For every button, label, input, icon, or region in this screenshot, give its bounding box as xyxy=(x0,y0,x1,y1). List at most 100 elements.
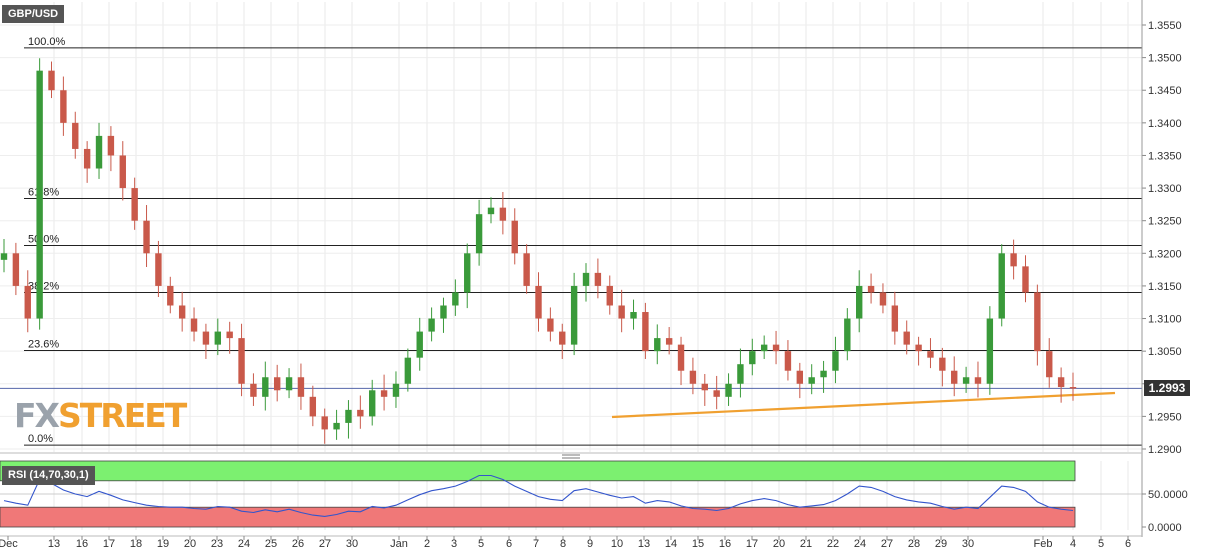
candle-body xyxy=(12,253,20,286)
x-tick-label: 22 xyxy=(827,538,839,550)
candle-body xyxy=(143,220,150,254)
candle-body xyxy=(962,377,970,384)
x-tick-label: Jan xyxy=(390,538,408,550)
candle-body xyxy=(927,351,934,358)
candle-body xyxy=(784,351,792,371)
candles-layer xyxy=(0,58,1077,444)
candle-body xyxy=(119,155,126,189)
x-tick-label: 13 xyxy=(638,538,650,550)
logo-part-fx: FX xyxy=(14,396,60,435)
candle-body xyxy=(582,272,590,286)
candle-body xyxy=(820,370,827,378)
candle-body xyxy=(677,344,685,371)
candle-body xyxy=(903,331,910,345)
x-tick-label: 26 xyxy=(292,538,304,550)
y-tick-label: 1.3300 xyxy=(1148,183,1182,195)
logo-part-street: STREET xyxy=(58,396,187,435)
candle-body xyxy=(1022,266,1029,293)
x-tick-label: 30 xyxy=(962,538,974,550)
candle-body xyxy=(416,331,423,358)
candle-body xyxy=(749,351,756,365)
fib-level-label: 100.0% xyxy=(28,36,66,48)
candle-body xyxy=(309,396,317,417)
candle-body xyxy=(511,220,518,254)
x-tick-label: 13 xyxy=(48,538,60,550)
candle-body xyxy=(357,409,364,417)
candle-body xyxy=(404,357,412,384)
trendline-layer xyxy=(611,391,1116,419)
y-tick-label: 1.2900 xyxy=(1148,444,1182,456)
fib-level-label: 50.0% xyxy=(28,233,59,245)
rsi-y-tick-label: 0.0000 xyxy=(1148,522,1182,534)
candle-body xyxy=(1034,292,1041,352)
x-tick-label: 3 xyxy=(451,538,457,550)
candle-body xyxy=(737,364,744,384)
candle-body xyxy=(155,253,162,286)
x-tick-label: 16 xyxy=(76,538,88,550)
x-tick-label: 17 xyxy=(103,538,115,550)
candle-body xyxy=(570,285,578,345)
candle-body xyxy=(428,318,435,332)
candle-body xyxy=(559,331,566,345)
candle-body xyxy=(725,383,732,397)
y-tick-label: 1.2950 xyxy=(1148,411,1182,423)
axis-layer: 1.3550 1.3500 1.3450 1.3400 1.3350 1.3300 1.32… xyxy=(0,0,1188,550)
candle-body xyxy=(250,383,257,397)
x-tick-label: 27 xyxy=(319,538,331,550)
fib-level-label: 0.0% xyxy=(28,433,53,445)
candle-body xyxy=(772,344,780,352)
y-tick-label: 1.3050 xyxy=(1148,346,1182,358)
fib-level-label: 61.8% xyxy=(28,187,59,199)
y-tick-label: 1.3250 xyxy=(1148,216,1182,228)
x-tick-label: 24 xyxy=(854,538,866,550)
x-tick-label: 21 xyxy=(800,538,812,550)
candle-body xyxy=(689,370,697,384)
candle-body xyxy=(760,344,768,352)
candle-body xyxy=(701,383,708,391)
candle-body xyxy=(867,285,875,293)
x-tick-label: 14 xyxy=(665,538,677,550)
x-tick-label: 25 xyxy=(265,538,277,550)
candle-body xyxy=(369,390,376,417)
x-tick-label: 4 xyxy=(1070,538,1076,550)
candle-body xyxy=(440,305,447,319)
candle-body xyxy=(202,331,210,345)
current-price-badge: 1.2993 xyxy=(1144,380,1190,396)
candle-body xyxy=(986,318,994,384)
candle-body xyxy=(83,148,91,169)
candle-body xyxy=(523,253,530,286)
candle-body xyxy=(36,70,43,319)
candle-body xyxy=(535,285,542,319)
fibonacci-layer: 100.0% 61.8% 50.0% 38.2% 23.6% 0.0% xyxy=(0,36,1142,446)
x-tick-label: 8 xyxy=(560,538,566,550)
candle-body xyxy=(380,390,388,397)
candle-body xyxy=(1010,253,1017,267)
x-tick-label: 23 xyxy=(211,538,223,550)
x-tick-label: 6 xyxy=(1125,538,1131,550)
candle-body xyxy=(665,338,673,345)
candle-body xyxy=(796,370,804,384)
candle-body xyxy=(856,285,863,319)
candle-body xyxy=(832,351,839,371)
candle-body xyxy=(321,416,328,430)
candle-body xyxy=(48,70,55,91)
candle-body xyxy=(285,377,293,391)
fib-level-label: 23.6% xyxy=(28,339,59,351)
grid-layer xyxy=(0,2,1142,530)
candle-body xyxy=(939,357,946,371)
candle-body xyxy=(167,285,174,306)
x-tick-label: 28 xyxy=(908,538,920,550)
candle-body xyxy=(998,253,1005,319)
y-tick-label: 1.3500 xyxy=(1148,53,1182,65)
y-tick-label: 1.3400 xyxy=(1148,118,1182,130)
candle-body xyxy=(642,312,649,352)
candle-body xyxy=(487,207,495,215)
candle-body xyxy=(95,135,103,169)
candle-body xyxy=(844,318,851,352)
candle-body xyxy=(107,135,115,156)
x-tick-label: 6 xyxy=(506,538,512,550)
candle-body xyxy=(452,292,459,306)
candle-body xyxy=(654,338,661,352)
candle-body xyxy=(262,377,269,397)
